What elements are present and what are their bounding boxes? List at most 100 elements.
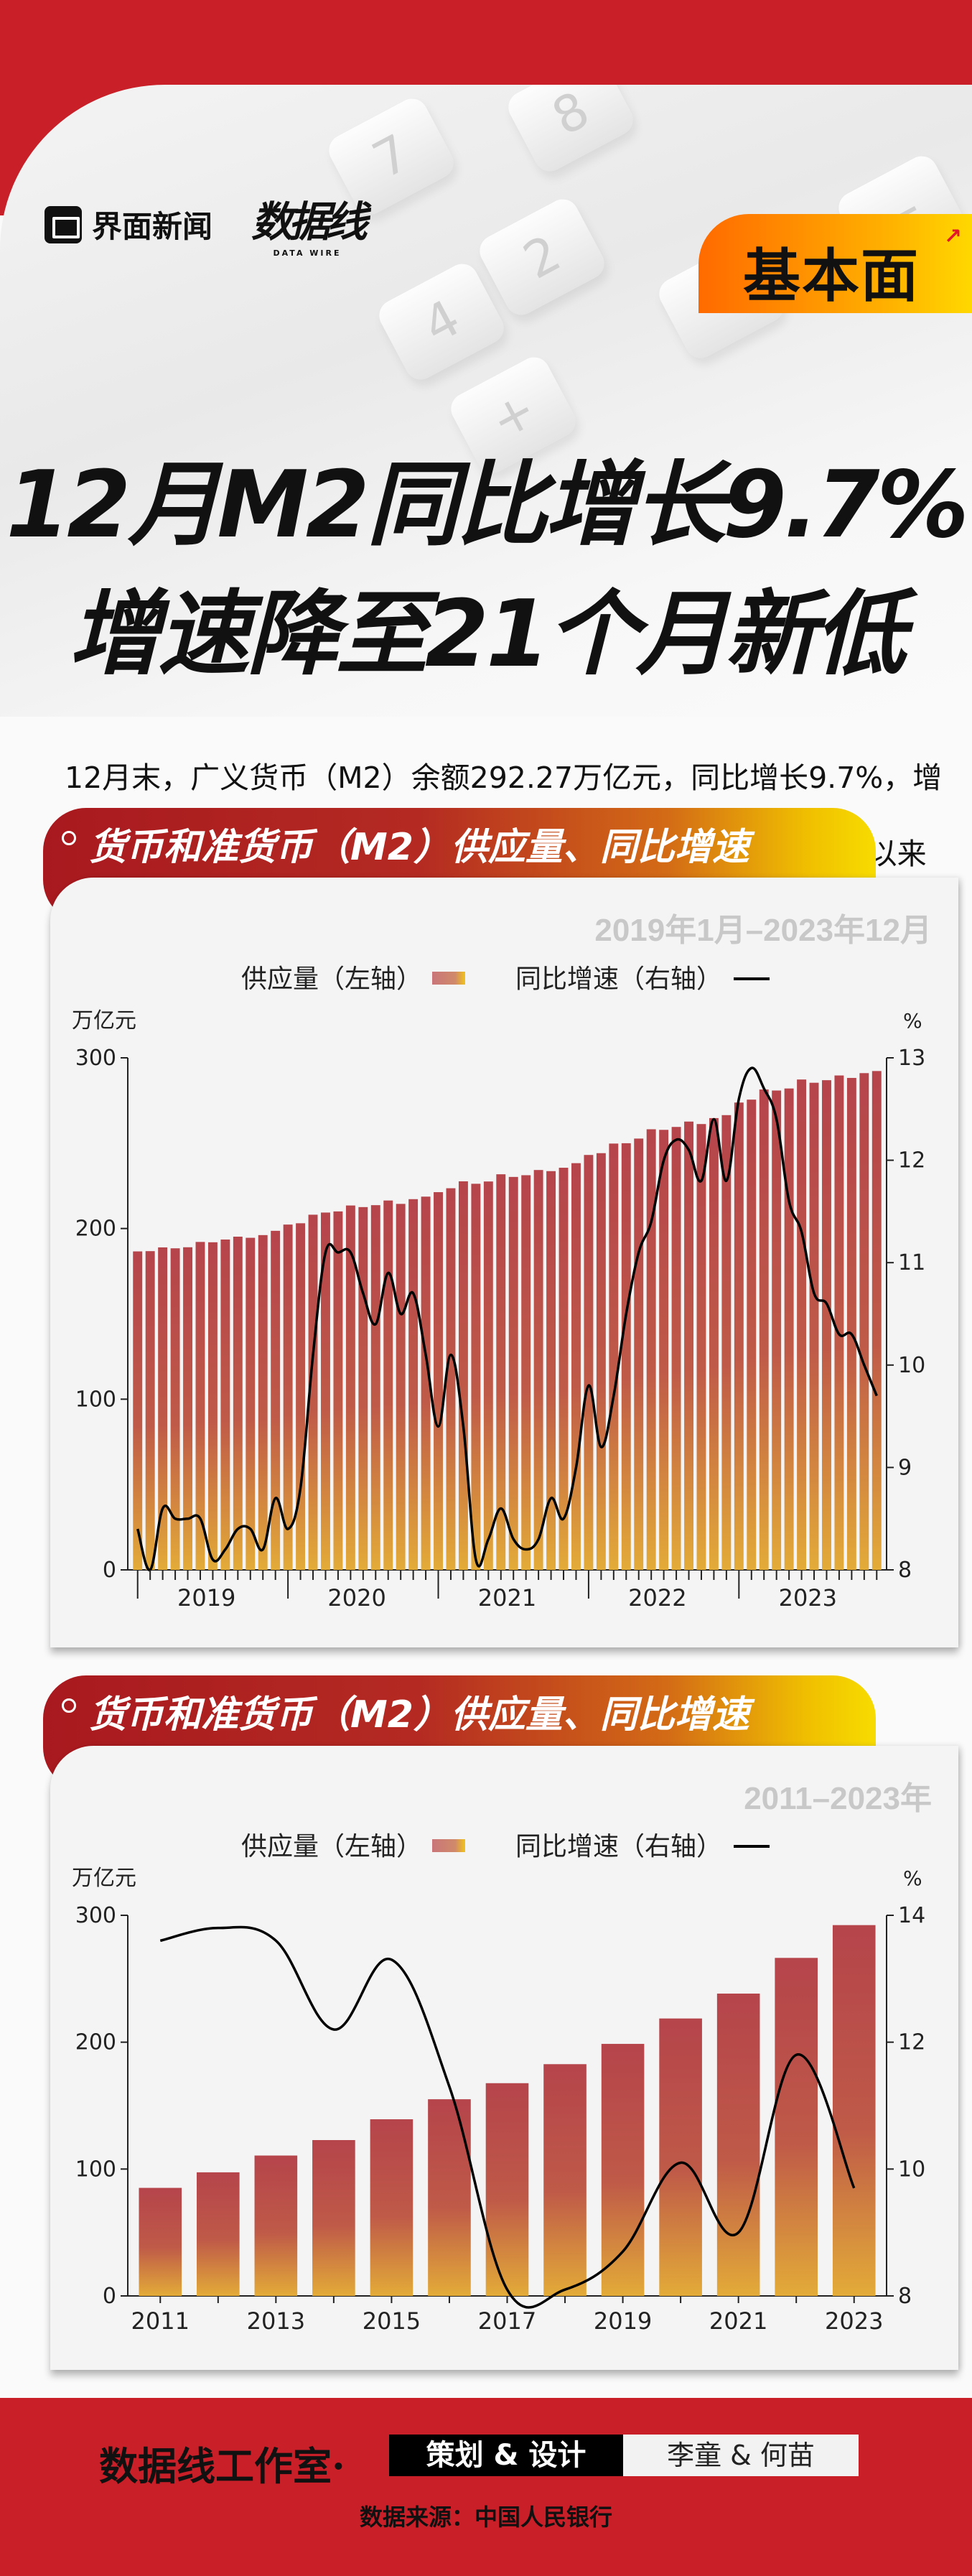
bar: [716, 1994, 760, 2296]
bar: [258, 1234, 268, 1570]
bar: [533, 1170, 543, 1570]
bar: [283, 1224, 293, 1570]
bar: [609, 1143, 619, 1570]
bar: [421, 1196, 431, 1570]
year-label: 2011: [131, 2307, 190, 2335]
bar: [846, 1077, 856, 1570]
year-label: 2021: [478, 1584, 536, 1612]
left-tick-label: 100: [75, 1387, 116, 1412]
bar: [308, 1214, 318, 1570]
bar: [312, 2139, 355, 2296]
bar: [634, 1138, 644, 1570]
bar: [170, 1248, 180, 1570]
bar: [408, 1199, 419, 1570]
bar: [220, 1239, 230, 1570]
right-tick-label: 10: [898, 1353, 925, 1378]
bar: [775, 1958, 818, 2296]
footer: [0, 2398, 972, 2576]
calculator-key: 4: [373, 258, 510, 386]
bar: [485, 2083, 529, 2296]
right-tick-label: 13: [898, 1046, 925, 1071]
bar: [271, 1230, 281, 1570]
year-label: 2019: [594, 2307, 652, 2335]
bar: [747, 1099, 757, 1570]
bar: [195, 1242, 205, 1570]
bar: [254, 2155, 298, 2296]
bar: [158, 1247, 168, 1570]
right-tick-label: 9: [898, 1455, 912, 1480]
jiemian-logo-icon: [45, 205, 82, 243]
right-tick-label: 10: [898, 2157, 925, 2182]
bar: [601, 2044, 645, 2296]
credit-role: 策划 & 设计: [389, 2435, 623, 2476]
year-label: 2019: [177, 1584, 235, 1612]
bar: [370, 1205, 380, 1570]
right-tick-label: 12: [898, 1148, 925, 1173]
bar: [584, 1155, 594, 1570]
bar: [183, 1247, 192, 1570]
bar: [659, 2018, 702, 2296]
bar: [133, 1251, 143, 1570]
right-axis-unit: %: [903, 1009, 922, 1033]
circle-bullet-icon: [62, 831, 76, 845]
right-tick-label: 8: [898, 2284, 912, 2309]
chart-card-monthly: 2019年1月–2023年12月 供应量（左轴） 同比增速（右轴） 万亿元% 0 100 2…: [50, 878, 958, 1647]
bar: [871, 1071, 882, 1570]
left-tick-label: 200: [75, 1217, 116, 1242]
bar: [345, 1205, 355, 1570]
legend-bar-swatch: [432, 1839, 465, 1852]
left-tick-label: 300: [75, 1046, 116, 1071]
jiemian-logo: 界面新闻: [45, 203, 212, 246]
legend-bar-label: 供应量（左轴）: [241, 1832, 422, 1861]
bar: [483, 1181, 493, 1570]
bar: [383, 1200, 393, 1570]
left-tick-label: 0: [103, 2284, 116, 2309]
left-axis-unit: 万亿元: [72, 1866, 136, 1891]
bar: [458, 1181, 468, 1570]
bar: [496, 1174, 506, 1570]
left-tick-label: 100: [75, 2157, 116, 2182]
bar: [571, 1163, 581, 1570]
credit-names: 李童 & 何苗: [623, 2435, 859, 2476]
bar: [809, 1082, 819, 1570]
bar: [671, 1127, 681, 1570]
bar: [145, 1251, 155, 1570]
bar: [822, 1080, 831, 1570]
bar: [358, 1206, 368, 1570]
bar: [321, 1212, 330, 1570]
section-title: 货币和准货币（M2）供应量、同比增速: [89, 826, 749, 869]
jiemian-logo-text: 界面新闻: [92, 209, 213, 244]
year-label: 2022: [628, 1584, 686, 1612]
bar: [207, 1242, 218, 1570]
left-axis-unit: 万亿元: [72, 1008, 136, 1033]
bar: [434, 1192, 443, 1570]
headline-line2: 增速降至21个月新低: [68, 581, 906, 688]
studio-name: 数据线工作室·: [99, 2443, 345, 2489]
left-tick-label: 200: [75, 2030, 116, 2055]
calculator-key: 2: [474, 193, 610, 321]
bar: [797, 1079, 807, 1570]
legend-line-label: 同比增速（右轴）: [515, 964, 722, 994]
bar: [646, 1129, 656, 1570]
bar: [333, 1211, 343, 1570]
bar: [139, 2187, 182, 2296]
bar: [396, 1204, 406, 1570]
bar: [428, 2099, 471, 2296]
calculator-key: 8: [503, 85, 639, 177]
datawire-logo-en: DATA WIRE: [273, 248, 342, 258]
bar: [446, 1188, 456, 1570]
bar: [521, 1175, 531, 1570]
left-tick-label: 300: [75, 1903, 116, 1928]
category-badge: 基本面 ↗: [698, 214, 972, 313]
bar: [759, 1089, 769, 1570]
bar: [621, 1143, 631, 1570]
date-range-label: 2011–2023年: [744, 1781, 932, 1816]
bar: [659, 1130, 669, 1570]
bar: [246, 1237, 256, 1570]
right-tick-label: 12: [898, 2030, 925, 2055]
bar: [784, 1088, 794, 1570]
bar: [832, 1925, 876, 2296]
year-label: 2023: [779, 1584, 837, 1612]
bar: [596, 1153, 606, 1570]
